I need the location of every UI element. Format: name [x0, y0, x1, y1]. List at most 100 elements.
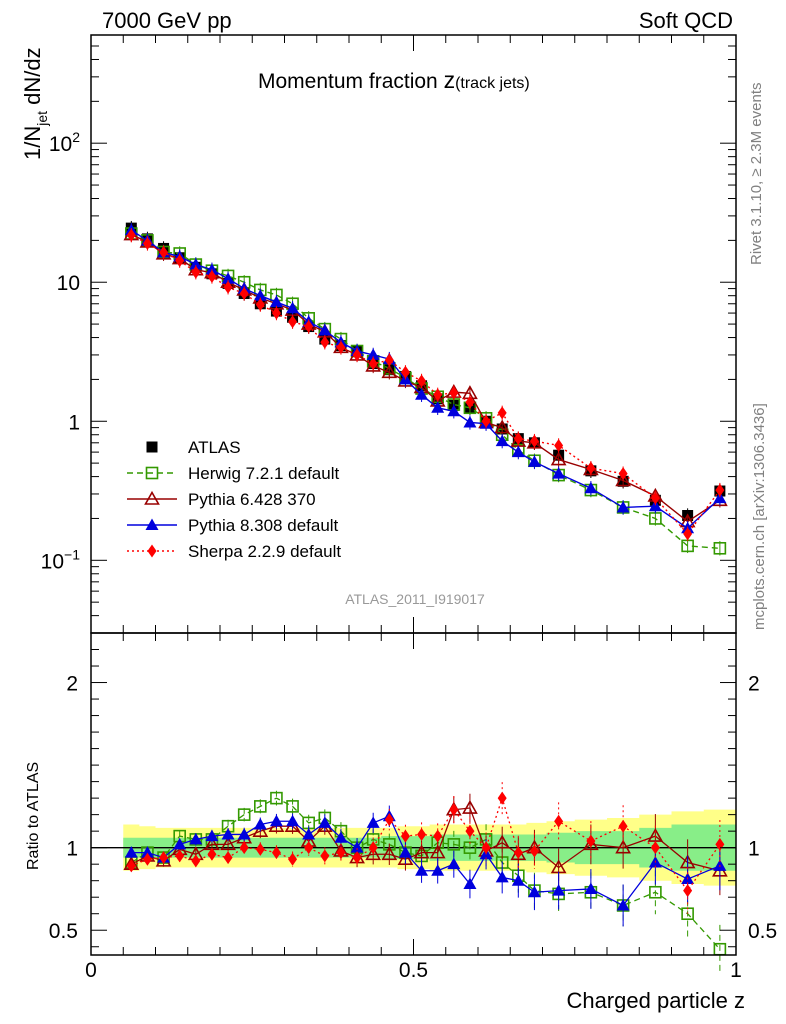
ratio-point: [237, 827, 251, 840]
ratio-point: [552, 884, 566, 896]
ratio-point: [142, 852, 152, 866]
data-point: [497, 406, 507, 420]
data-point: [449, 386, 459, 400]
legend-entry: Pythia 8.308 default: [127, 516, 339, 535]
data-point: [304, 320, 314, 334]
ratio-point: [286, 800, 299, 813]
ratio-point: [271, 846, 281, 860]
ratio-point: [650, 841, 660, 855]
legend-label: Sherpa 2.2.9 default: [188, 542, 341, 561]
y-axis-label: 1/Njet dN/dz: [20, 47, 50, 160]
data-point: [191, 265, 201, 279]
ratio-point: [302, 827, 316, 840]
data-point: [527, 455, 541, 467]
ratio-point: [586, 834, 596, 848]
data-point: [417, 374, 427, 388]
ratio-point: [191, 854, 201, 868]
data-point: [586, 461, 596, 475]
data-point: [366, 348, 380, 360]
ratio-point: [433, 829, 443, 843]
ratio-point: [398, 846, 412, 858]
ratio-point: [429, 844, 446, 859]
data-point: [384, 353, 394, 367]
ratio-y-tick-label-right: 0.5: [748, 920, 777, 943]
data-point: [286, 301, 300, 314]
data-point: [336, 340, 346, 354]
data-point: [433, 388, 443, 402]
ratio-plot-frame: [90, 632, 737, 956]
ratio-point: [462, 799, 478, 814]
legend-label: Pythia 8.308 default: [188, 516, 339, 535]
ratio-point: [254, 800, 267, 813]
data-point: [618, 467, 628, 481]
data-point: [552, 467, 566, 479]
data-point: [713, 541, 727, 555]
data-point: [550, 451, 567, 466]
ratio-point: [253, 818, 267, 830]
y-axis-label-pre: 1/N: [20, 126, 45, 160]
data-point: [159, 245, 169, 259]
y-axis-label-post: dN/dz: [20, 47, 45, 111]
data-point: [175, 254, 185, 268]
legend-label: ATLAS: [188, 438, 241, 457]
ratio-point: [584, 882, 598, 894]
y-tick-label: 10−1: [41, 546, 81, 573]
ratio-point: [173, 837, 187, 850]
ratio-point: [205, 829, 219, 842]
ratio-point: [252, 823, 269, 837]
ratio-point: [381, 846, 398, 861]
ratio-point: [683, 884, 693, 898]
ratio-point: [529, 844, 539, 858]
data-point: [318, 323, 332, 336]
legend: ATLAS Herwig 7.2.1 default Pythia 6.428 37…: [127, 438, 341, 561]
header-left: 7000 GeV pp: [102, 8, 232, 33]
ratio-point: [495, 870, 509, 883]
data-point: [431, 401, 445, 413]
ratio-point: [618, 819, 628, 833]
ratio-point: [447, 857, 461, 870]
legend-entry: Pythia 6.428 370: [127, 490, 316, 509]
ratio-point: [417, 827, 427, 841]
legend-marker: [147, 544, 157, 558]
ratio-point: [304, 841, 314, 855]
ratio-point: [583, 836, 599, 851]
ratio-point: [511, 874, 525, 886]
ratio-point: [350, 841, 364, 853]
data-point: [271, 306, 281, 320]
ratio-point: [140, 846, 154, 858]
legend-marker: [146, 441, 158, 453]
ratio-point: [255, 842, 265, 856]
x-tick-label: 1: [730, 959, 742, 982]
x-tick-label: 0: [85, 959, 97, 982]
data-point: [205, 263, 219, 275]
source-label: mcplots.cern.ch [arXiv:1306.3436]: [751, 403, 768, 630]
data-point: [584, 481, 598, 494]
ratio-point: [318, 816, 332, 828]
data-point: [142, 236, 152, 250]
data-point: [253, 289, 267, 301]
data-point: [320, 335, 330, 349]
ratio-y-tick-label: 0.5: [49, 920, 78, 943]
main-plot-area: [123, 220, 728, 556]
ratio-point: [513, 846, 523, 860]
legend-entry: Herwig 7.2.1 default: [127, 464, 339, 483]
ratio-y-tick-label: 1: [66, 838, 78, 861]
ratio-point: [366, 816, 380, 828]
ratio-point: [497, 791, 507, 805]
ratio-point: [207, 847, 217, 861]
data-point: [368, 357, 378, 371]
rivet-label: Rivet 3.1.10, ≥ 2.3M events: [748, 83, 765, 266]
ratio-point: [126, 859, 136, 873]
ratio-point: [365, 846, 382, 861]
legend-label: Pythia 6.428 370: [188, 490, 316, 509]
legend-entry: ATLAS: [146, 438, 241, 457]
y-tick-label: 102: [49, 129, 80, 156]
chart-title-sub: (track jets): [455, 75, 530, 92]
data-point: [650, 491, 660, 505]
header-right: Soft QCD: [639, 8, 733, 33]
data-point: [352, 348, 362, 362]
ratio-point: [334, 831, 348, 843]
ratio-point: [320, 849, 330, 863]
ratio-y-label: Ratio to ATLAS: [25, 762, 42, 870]
